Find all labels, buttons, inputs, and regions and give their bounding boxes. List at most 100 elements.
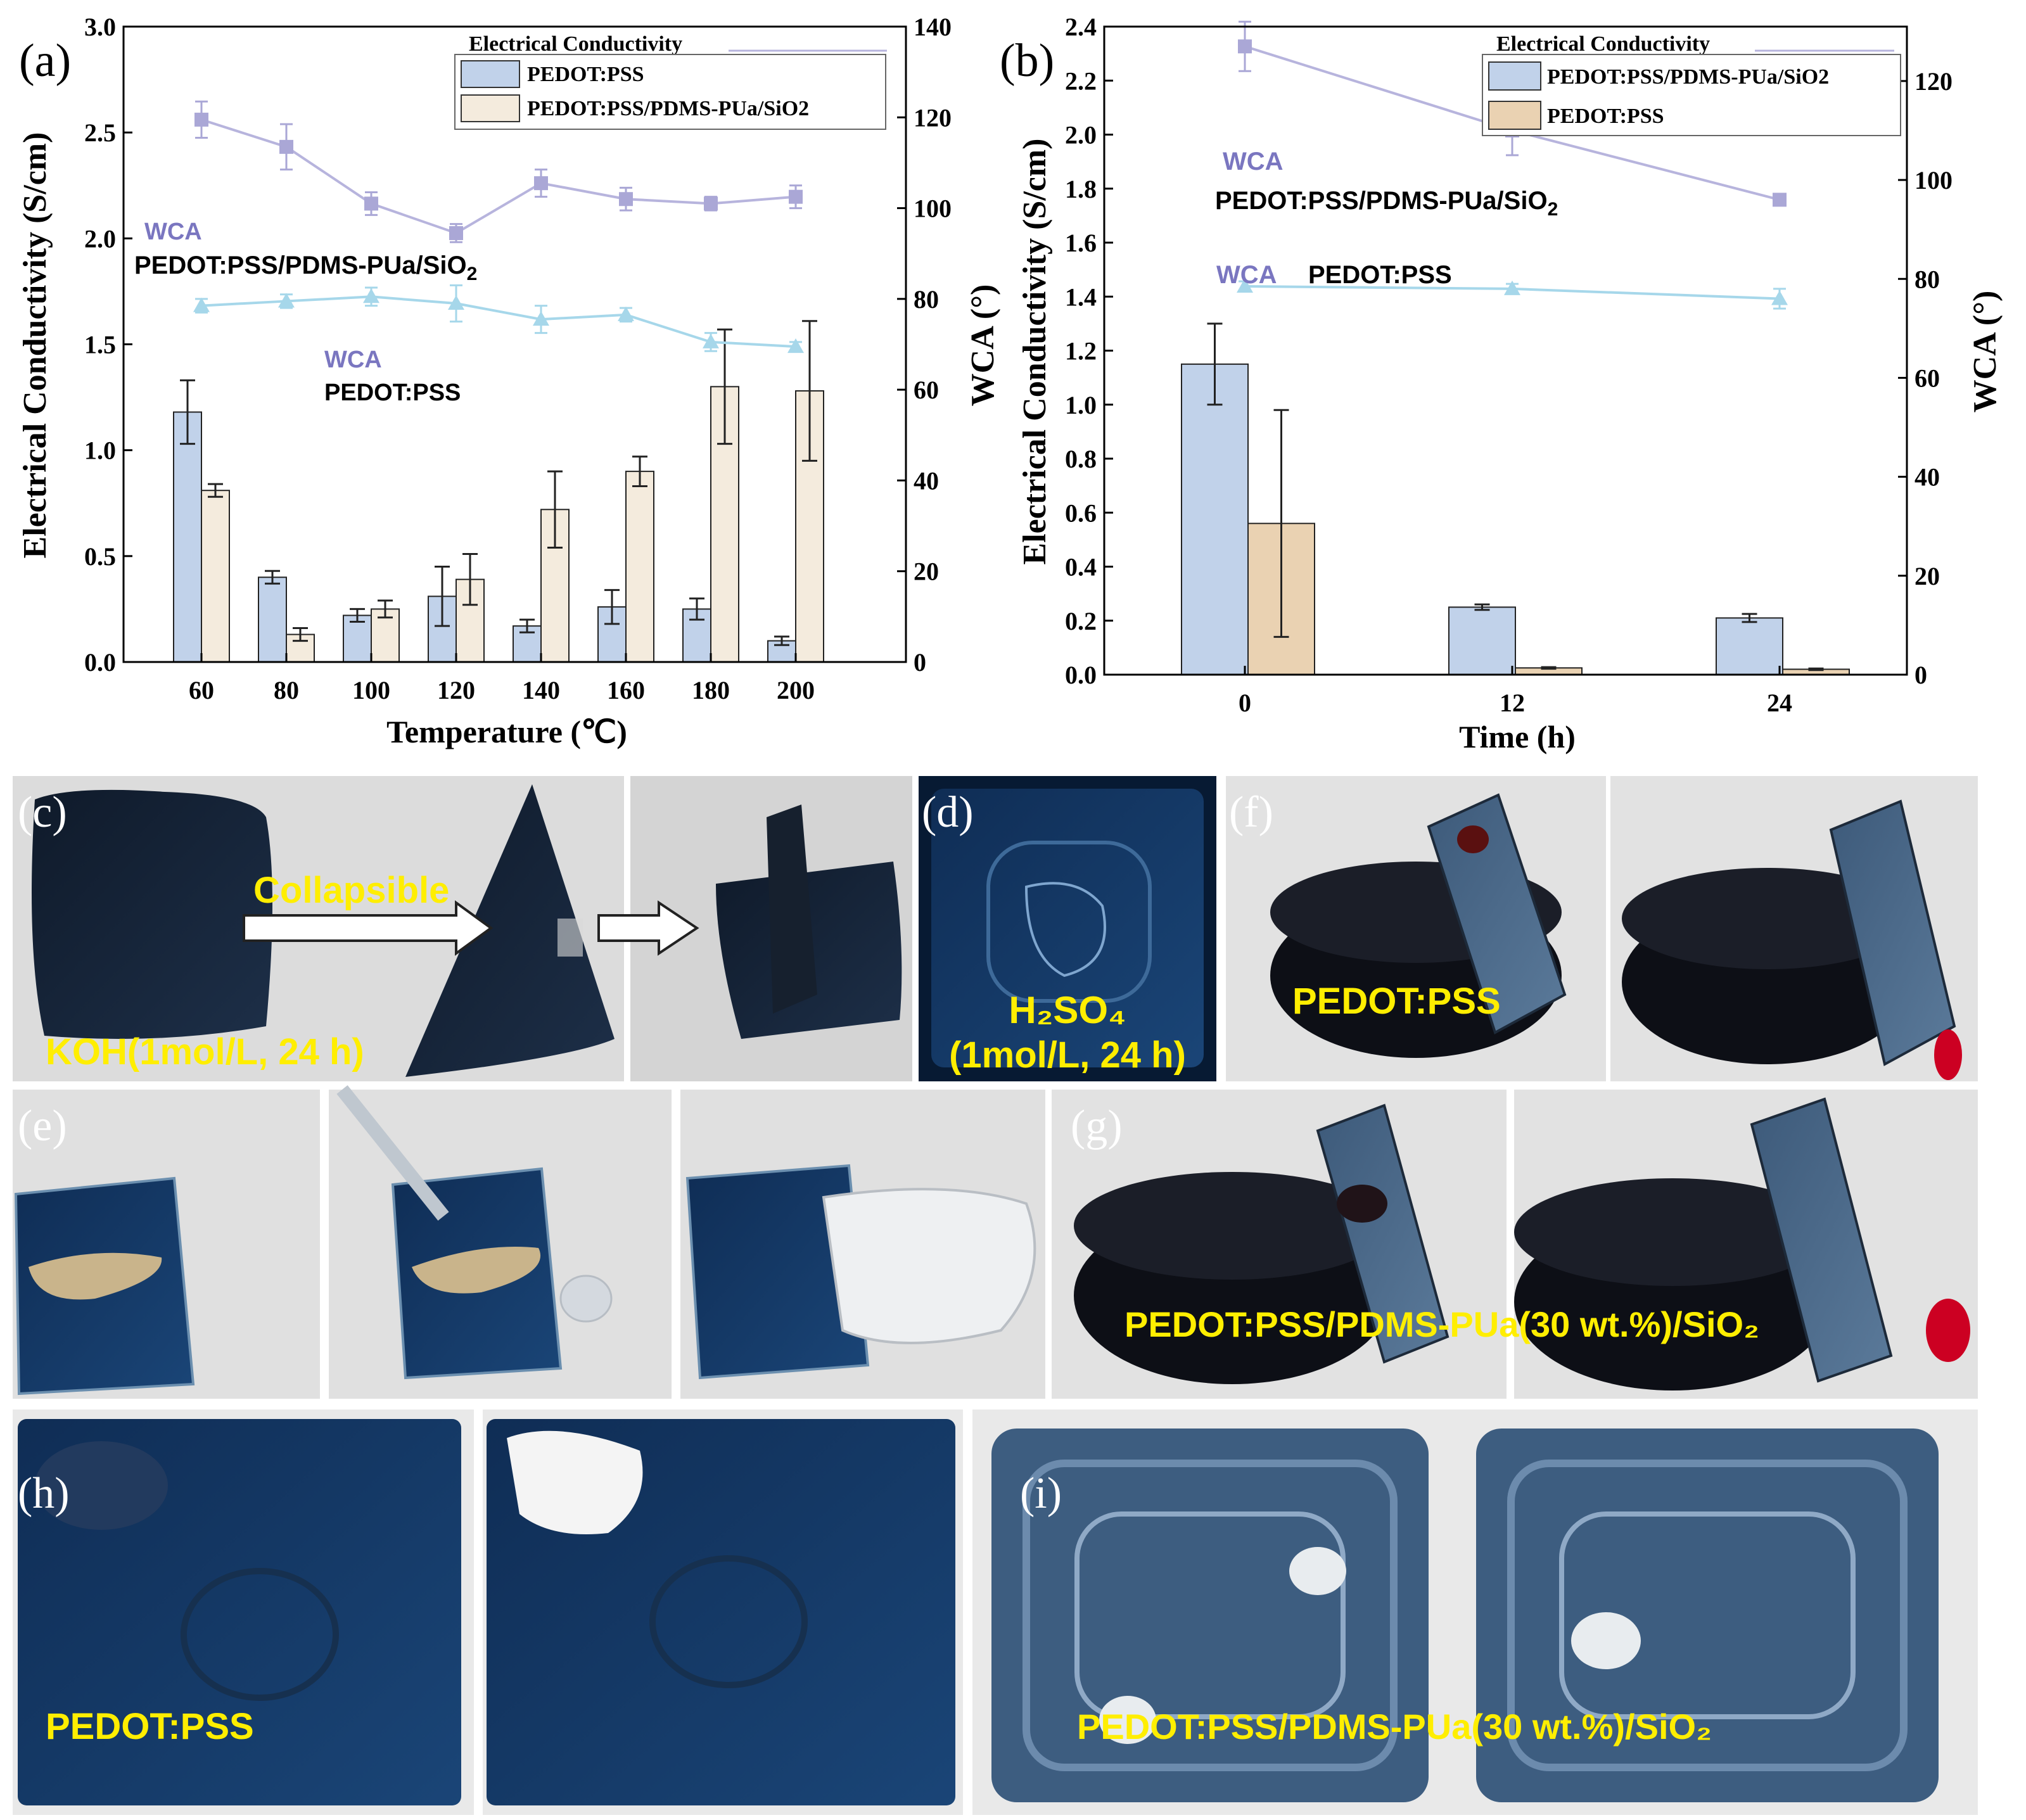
panel-label-e: (e) xyxy=(18,1102,67,1150)
y-tick-label-left: 1.6 xyxy=(1065,229,1097,257)
y-tick-label-right: 80 xyxy=(1915,265,1940,293)
y-tick-label-left: 0.8 xyxy=(1065,445,1097,473)
annotation-wca-comp-b: WCA xyxy=(1223,148,1284,175)
legend-entry-comp-b: PEDOT:PSS/PDMS-PUa/SiO2 xyxy=(1547,65,1829,89)
y-tick-label-left: 1.4 xyxy=(1065,283,1097,311)
caption-f: PEDOT:PSS xyxy=(1292,981,1501,1022)
legend-a: Electrical Conductivity PEDOT:PSS PEDOT:… xyxy=(454,32,887,130)
legend-entry-pedot-a: PEDOT:PSS xyxy=(527,63,644,86)
y-tick-label-left: 1.0 xyxy=(1065,391,1097,419)
wca-point-square xyxy=(449,226,463,240)
y-tick-label-left: 0.2 xyxy=(1065,607,1097,635)
y-tick-label-left: 1.8 xyxy=(1065,175,1097,203)
caption-d-line1: H₂SO₄ xyxy=(1009,989,1126,1031)
annotation-wca-pedot-a: WCA xyxy=(324,347,382,373)
y-tick-label-right: 20 xyxy=(1915,562,1940,590)
wca-point-square xyxy=(1238,39,1252,54)
panel-label-b: (b) xyxy=(1000,35,1054,87)
caption-i: PEDOT:PSS/PDMS-PUa(30 wt.%)/SiO₂ xyxy=(1077,1707,1712,1747)
panel-label-f: (f) xyxy=(1229,788,1273,837)
y-tick-label-left: 2.0 xyxy=(1065,121,1097,150)
panel-label-d: (d) xyxy=(922,788,974,837)
bar-a-s0 xyxy=(173,411,202,663)
y-tick-label-left: 3.0 xyxy=(84,13,116,41)
y-tick-label-left: 2.2 xyxy=(1065,67,1097,95)
wca-point-triangle xyxy=(618,306,634,321)
panel-label-i: (i) xyxy=(1020,1469,1062,1518)
wca-point-square xyxy=(364,196,378,211)
y-tick-label-left: 0.4 xyxy=(1065,553,1097,582)
y-tick-label-left: 1.2 xyxy=(1065,337,1097,366)
photo-e: (e) xyxy=(13,1085,1045,1399)
y-tick-label-left: 2.4 xyxy=(1065,13,1097,41)
legend-swatch-comp-a xyxy=(461,94,520,122)
bar-a-s0 xyxy=(258,576,287,663)
wca-point-triangle xyxy=(703,333,719,348)
legend-entry-comp-a: PEDOT:PSS/PDMS-PUa/SiO2 xyxy=(527,97,809,120)
x-tick-label: 80 xyxy=(274,676,299,704)
chart-b: (b) 0.0 0.2 0.4 0.6 0.8 1.0 1.2 1.4 1.6 1.8 2.0 2.2… xyxy=(1000,13,2003,754)
y-tick-label-right: 60 xyxy=(1915,364,1940,392)
y-tick-label-right: 0 xyxy=(914,648,926,677)
chart-a: (a) 0.0 0.5 1.0 1.5 2.0 2.5 3.0 0 20 40 60 80 100 120… xyxy=(17,13,1001,749)
bar-a-s1 xyxy=(625,471,654,663)
wca-point-square xyxy=(789,189,803,204)
panel-label-a: (a) xyxy=(19,35,71,87)
wca-point-square xyxy=(279,139,293,154)
bar-b-s0 xyxy=(1181,363,1249,675)
legend-title-a: Electrical Conductivity xyxy=(469,32,682,56)
x-tick-label: 140 xyxy=(522,676,560,704)
y-axis-right-label-a: WCA (°) xyxy=(965,284,1001,407)
wca-point-triangle xyxy=(1771,290,1788,305)
y-tick-label-left: 2.0 xyxy=(84,224,116,253)
wca-point-triangle xyxy=(787,338,804,353)
x-axis-label-b: Time (h) xyxy=(1459,719,1576,754)
x-tick-label: 100 xyxy=(352,676,390,704)
y-axis-right-label-b: WCA (°) xyxy=(1967,291,2003,413)
x-tick-label: 12 xyxy=(1500,689,1525,717)
y-axis-left-label-a: Electrical Conductivity (S/cm) xyxy=(17,132,53,559)
annotation-wca-comp-a: WCA xyxy=(144,219,202,245)
y-tick-label-right: 40 xyxy=(1915,463,1940,492)
x-tick-label: 24 xyxy=(1767,689,1792,717)
bar-b-s0 xyxy=(1448,606,1516,675)
y-tick-label-left: 1.5 xyxy=(84,331,116,359)
wca-point-square xyxy=(194,112,208,127)
wca-point-square xyxy=(1773,193,1787,207)
legend-b: Electrical Conductivity PEDOT:PSS/PDMS-P… xyxy=(1482,32,1901,136)
annotation-comp-b: PEDOT:PSS/PDMS-PUa/SiO2 xyxy=(1215,187,1558,220)
legend-swatch-pedot-a xyxy=(461,60,520,88)
wca-line-a-1 xyxy=(201,295,796,348)
wca-point-triangle xyxy=(363,288,379,303)
y-tick-label-left: 1.0 xyxy=(84,436,116,465)
wca-point-triangle xyxy=(448,295,464,310)
caption-d-line2: (1mol/L, 24 h) xyxy=(949,1034,1186,1076)
photo-h: (h) PEDOT:PSS xyxy=(13,1410,963,1815)
wca-point-triangle xyxy=(1504,280,1520,295)
wca-point-triangle xyxy=(278,293,295,308)
film-folding-sample xyxy=(405,784,615,1077)
y-tick-label-right: 80 xyxy=(914,285,939,314)
panel-label-g: (g) xyxy=(1071,1102,1123,1150)
annotation-pedot-b: PEDOT:PSS xyxy=(1308,261,1452,289)
wca-point-square xyxy=(704,196,718,211)
annotation-wca-pedot-b: WCA xyxy=(1216,261,1277,289)
caption-g: PEDOT:PSS/PDMS-PUa(30 wt.%)/SiO₂ xyxy=(1124,1304,1759,1344)
panel-label-c: (c) xyxy=(18,788,67,837)
wca-point-square xyxy=(619,192,633,207)
photo-c: Collapsible (c) KOH(1mol/L, 24 h) xyxy=(13,776,912,1081)
legend-title-b: Electrical Conductivity xyxy=(1496,32,1710,56)
panel-label-h: (h) xyxy=(18,1469,70,1518)
film-flat-sample xyxy=(32,789,272,1039)
x-tick-label: 160 xyxy=(607,676,645,704)
caption-h: PEDOT:PSS xyxy=(46,1706,254,1747)
y-tick-label-right: 100 xyxy=(914,194,952,223)
bar-a-s1 xyxy=(795,390,824,663)
photo-g: (g) PEDOT:PSS/PDMS-PUa(30 wt.%)/SiO₂ xyxy=(1052,1090,1978,1399)
wca-point-triangle xyxy=(1237,277,1253,293)
collapsible-arrow-2 xyxy=(597,900,699,956)
x-tick-label: 180 xyxy=(692,676,730,704)
legend-entry-pedot-b: PEDOT:PSS xyxy=(1547,105,1664,128)
wca-point-triangle xyxy=(533,311,549,326)
y-axis-left-label-b: Electrical Conductivity (S/cm) xyxy=(1017,139,1053,565)
